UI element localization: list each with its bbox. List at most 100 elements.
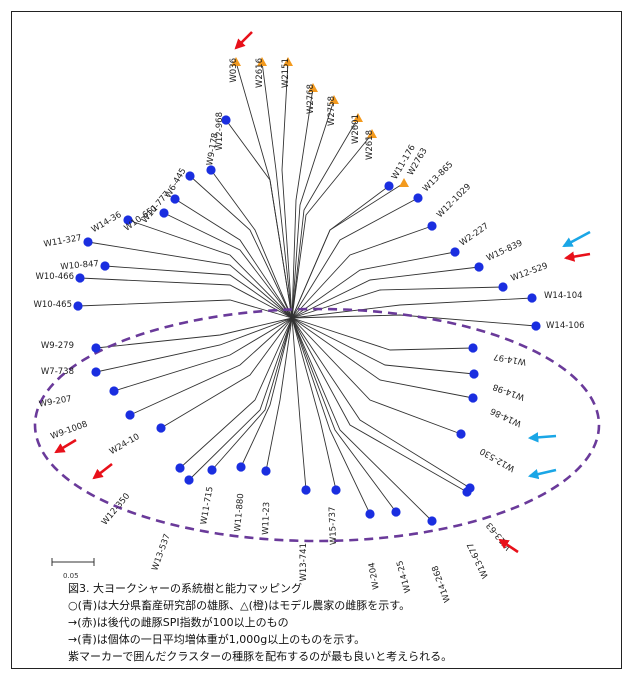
boar-circle-marker <box>465 483 475 493</box>
leaf-label: W15-839 <box>485 238 524 263</box>
branch-w7-738 <box>95 317 293 373</box>
boar-circle-marker <box>301 485 311 495</box>
leaf-label: W14-36 <box>90 210 124 235</box>
boar-circle-marker <box>207 465 217 475</box>
red-arrow-w24-10 <box>92 462 113 480</box>
branch-w14-97 <box>291 317 474 351</box>
boar-circle-marker <box>123 215 133 225</box>
boar-circle-marker <box>185 171 195 181</box>
blue-arrow-w13-63 <box>527 468 557 480</box>
caption-line-4: 紫マーカーで囲んだクラスターの種豚を配布するのが最も良いと考えられる。 <box>68 650 453 663</box>
branch-w2151 <box>281 61 293 319</box>
branch-w10-466 <box>79 277 293 319</box>
leaf-label: W2758 <box>327 96 337 126</box>
sow-triangle-marker <box>231 57 241 66</box>
leaf-label: W2601 <box>351 114 361 144</box>
sow-triangle-marker <box>329 95 339 104</box>
boar-circle-marker <box>100 261 110 271</box>
branch-w2758 <box>291 99 335 319</box>
leaf-label: W11-715 <box>199 486 216 526</box>
blue-arrow-w15-839 <box>562 230 591 248</box>
branch-w10-651 <box>163 212 293 319</box>
branch-w6-445 <box>189 175 293 319</box>
leaf-label: W13-677 <box>466 541 491 580</box>
branch-w2768 <box>291 87 314 319</box>
boar-circle-marker <box>331 485 341 495</box>
red-arrow-w12-968 <box>234 31 253 50</box>
cluster-ellipse <box>33 307 601 543</box>
caption-line-1: ○(青)は大分県畜産研究部の雄豚、△(橙)はモデル農家の雌豚を示す。 <box>68 599 411 612</box>
boar-circle-marker <box>170 194 180 204</box>
boar-circle-marker <box>109 386 119 396</box>
branch-w15-839 <box>291 266 480 319</box>
boar-circle-marker <box>175 463 185 473</box>
branch-w13-677 <box>291 317 468 493</box>
branch-w14-98 <box>291 317 475 375</box>
boar-circle-marker <box>413 193 423 203</box>
leaf-label: W14-104 <box>544 291 583 301</box>
leaf-label: W14-98 <box>492 381 527 402</box>
leaf-labels: W036 W2616 W2151 W12-968 W2768 W2758 W2601 W261… <box>33 58 584 604</box>
blue-arrow-w12-530 <box>527 432 557 443</box>
boar-circle-marker <box>91 343 101 353</box>
boar-circle-marker <box>384 181 394 191</box>
boar-circle-marker <box>261 466 271 476</box>
figure-caption: 図3. 大ヨークシャーの系統樹と能力マッピング ○(青)は大分県畜産研究部の雄豚… <box>68 580 628 665</box>
branch-w-204 <box>291 317 371 515</box>
branch-w24-10 <box>160 317 293 429</box>
branch-w2616 <box>261 61 293 319</box>
boar-circle-marker <box>91 367 101 377</box>
cluster-group <box>33 307 601 543</box>
leaf-label: W24-10 <box>108 432 142 457</box>
branch-w9-279 <box>95 317 293 349</box>
branch-w13-63 <box>291 317 471 489</box>
branch-w12-1029 <box>291 225 433 319</box>
leaf-label: W2-227 <box>458 221 491 248</box>
leaf-label: W14-106 <box>546 321 585 331</box>
leaf-label: W11-327 <box>43 233 83 250</box>
sow-triangle-marker <box>257 57 267 66</box>
leaf-label: W2616 <box>255 58 265 88</box>
branch-w10-465 <box>77 299 293 319</box>
branch-w14-104 <box>291 297 533 319</box>
leaf-label: W13-865 <box>421 160 455 194</box>
branch-w12-350 <box>179 317 293 469</box>
boar-circle-marker <box>391 507 401 517</box>
branch-w9-1008 <box>129 317 293 416</box>
scale-bar-label: 0.05 <box>63 572 79 580</box>
branch-w9-207 <box>113 317 293 392</box>
boar-circle-marker <box>236 462 246 472</box>
leaf-label: W10-847 <box>60 259 99 272</box>
boar-circle-marker <box>468 343 478 353</box>
leaf-label: W2768 <box>306 84 316 114</box>
caption-line-2: →(赤)は後代の雌豚SPI指数が100以上のもの <box>68 616 289 629</box>
branch-w14-36 <box>127 219 293 319</box>
boar-circle-marker <box>184 475 194 485</box>
leaf-label: W12-1029 <box>435 182 473 220</box>
branch-w2601 <box>291 117 359 319</box>
figure-frame <box>11 11 622 669</box>
branch-w2763 <box>291 182 405 319</box>
boar-circle-marker <box>365 509 375 519</box>
branch-w2-227 <box>291 251 456 319</box>
branch-w2618 <box>291 133 373 319</box>
sow-triangle-marker <box>367 129 377 138</box>
boar-circle-marker <box>456 429 466 439</box>
boar-circle-marker <box>531 321 541 331</box>
branch-w14-25 <box>291 317 397 513</box>
boar-circle-marker <box>125 410 135 420</box>
boar-circle-marker <box>427 516 437 526</box>
leaf-label: W13-537 <box>150 533 173 573</box>
leaf-label: W036 <box>229 58 239 83</box>
branch-w11-880 <box>240 317 293 468</box>
boar-circle-marker <box>468 393 478 403</box>
branch-w13-865 <box>291 197 419 319</box>
branch-w9-178 <box>210 169 293 319</box>
leaf-label: W10-465 <box>33 300 72 310</box>
boar-circle-marker <box>75 273 85 283</box>
boar-circle-marker <box>159 208 169 218</box>
boar-circle-marker <box>221 115 231 125</box>
red-arrow-w9-1008 <box>54 438 77 454</box>
scale-bar: 0.05 <box>51 558 95 580</box>
